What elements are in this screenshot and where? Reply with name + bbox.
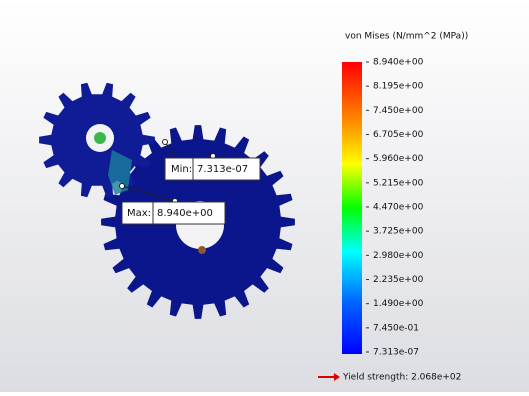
- legend-title: von Mises (N/mm^2 (MPa)): [345, 32, 468, 42]
- probe-value: 8.940e+00: [157, 208, 213, 219]
- tick-label: 3.725e+00: [373, 227, 424, 237]
- tick-label: 4.470e+00: [373, 203, 424, 213]
- tick-label: 2.235e+00: [373, 275, 424, 285]
- tick-label: 5.960e+00: [373, 154, 424, 164]
- tick-label: 7.450e+00: [373, 106, 424, 116]
- tick-label: 6.705e+00: [373, 130, 424, 140]
- viewport: von Mises (N/mm^2 (MPa)) 8.940e+00 8.195e…: [0, 0, 529, 392]
- tick-label: 5.215e+00: [373, 178, 424, 188]
- probe-point: [120, 184, 125, 189]
- page: von Mises (N/mm^2 (MPa)) 8.940e+00 8.195e…: [0, 0, 529, 396]
- tick-label: 8.940e+00: [373, 58, 424, 68]
- tick-label: 2.980e+00: [373, 251, 424, 261]
- yield-strength: Yield strength: 2.068e+02: [342, 373, 461, 383]
- probe-label: Min:: [171, 164, 192, 175]
- tick-label: 7.313e-07: [373, 348, 419, 358]
- probe-point: [163, 140, 168, 145]
- fixture-marker: [198, 246, 206, 254]
- color-bar: [342, 62, 362, 354]
- tick-label: 7.450e-01: [373, 323, 419, 333]
- tick-label: 8.195e+00: [373, 82, 424, 92]
- probe-label: Max:: [127, 208, 151, 219]
- load-marker: [94, 132, 106, 144]
- probe-value: 7.313e-07: [197, 164, 248, 175]
- tick-label: 1.490e+00: [373, 299, 424, 309]
